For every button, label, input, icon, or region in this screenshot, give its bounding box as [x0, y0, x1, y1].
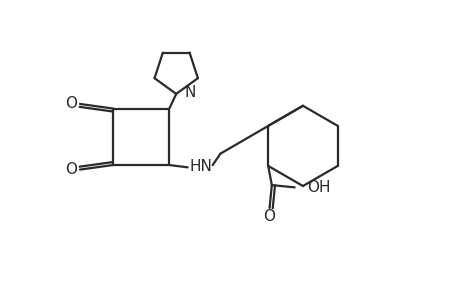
Text: N: N [185, 85, 196, 100]
Text: O: O [263, 208, 275, 224]
Text: HN: HN [190, 159, 212, 174]
Text: O: O [65, 162, 77, 177]
Text: O: O [65, 97, 77, 112]
Text: OH: OH [306, 180, 330, 195]
